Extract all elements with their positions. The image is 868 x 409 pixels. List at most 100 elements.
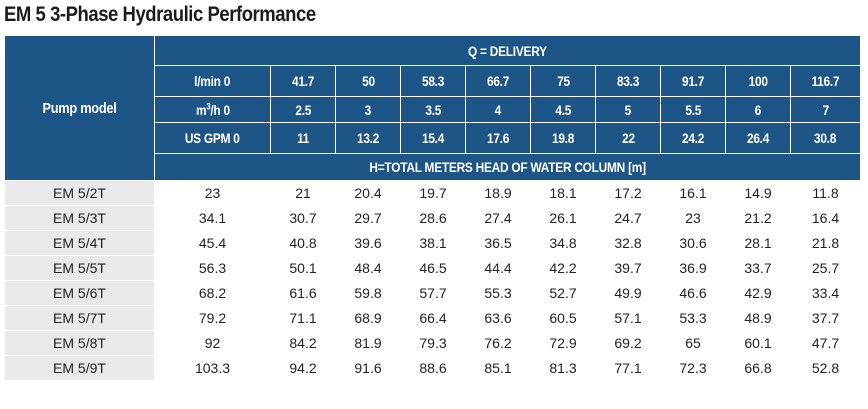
head-value-cell: 79.2 <box>154 305 271 331</box>
head-value-cell: 23 <box>660 205 726 231</box>
head-value-cell: 32.8 <box>595 230 661 256</box>
head-value-cell: 18.1 <box>530 180 596 206</box>
delivery-value: 5.5 <box>660 96 726 123</box>
delivery-value: 15.4 <box>400 122 466 154</box>
head-value-cell: 52.7 <box>530 280 596 306</box>
head-value-cell: 36.5 <box>465 230 531 256</box>
table-row: EM 5/6T 68.2 61.6 59.8 57.7 55.3 52.7 49.9 46.6 4… <box>4 280 861 306</box>
pump-model-header: Pump model <box>4 35 155 181</box>
head-value-cell: 55.3 <box>465 280 531 306</box>
delivery-header: Q = DELIVERY <box>154 35 861 66</box>
head-value-cell: 48.9 <box>725 305 791 331</box>
delivery-value: 13.2 <box>335 122 401 154</box>
delivery-value: 91.7 <box>660 65 726 97</box>
head-value-cell: 14.9 <box>725 180 791 206</box>
head-value-cell: 61.6 <box>270 280 336 306</box>
head-value-cell: 65 <box>660 330 726 356</box>
table-row: EM 5/9T 103.3 94.2 91.6 88.6 85.1 81.3 77.1 72.3… <box>4 355 861 381</box>
head-value-cell: 49.9 <box>595 280 661 306</box>
table-row: EM 5/7T 79.2 71.1 68.9 66.4 63.6 60.5 57.1 53.3 4… <box>4 305 861 331</box>
head-value-cell: 33.4 <box>790 280 861 306</box>
delivery-value: 11 <box>270 122 336 154</box>
delivery-value: 19.8 <box>530 122 596 154</box>
head-value-cell: 16.1 <box>660 180 726 206</box>
head-value-cell: 28.6 <box>400 205 466 231</box>
head-value-cell: 79.3 <box>400 330 466 356</box>
delivery-value: 22 <box>595 122 661 154</box>
delivery-value: 30.8 <box>790 122 861 154</box>
performance-table: Pump model Q = DELIVERY l/min 0 41.7 50 … <box>4 35 861 381</box>
head-value-cell: 18.9 <box>465 180 531 206</box>
head-value-cell: 94.2 <box>270 355 336 381</box>
head-value-cell: 42.9 <box>725 280 791 306</box>
unit-label: US GPM 0 <box>154 122 271 154</box>
table-row: EM 5/5T 56.3 50.1 48.4 46.5 44.4 42.2 39.7 36.9 3… <box>4 255 861 281</box>
head-value-cell: 45.4 <box>154 230 271 256</box>
head-value-cell: 47.7 <box>790 330 861 356</box>
table-row: EM 5/2T 23 21 20.4 19.7 18.9 18.1 17.2 16.1 14.9 1… <box>4 180 861 206</box>
delivery-value: 5 <box>595 96 661 123</box>
pump-model-cell: EM 5/6T <box>4 280 155 306</box>
head-value-cell: 68.2 <box>154 280 271 306</box>
head-value-cell: 46.5 <box>400 255 466 281</box>
delivery-value: 24.2 <box>660 122 726 154</box>
head-value-cell: 85.1 <box>465 355 531 381</box>
table-row: EM 5/3T 34.1 30.7 29.7 28.6 27.4 26.1 24.7 23 21.… <box>4 205 861 231</box>
pump-model-cell: EM 5/4T <box>4 230 155 256</box>
head-value-cell: 30.7 <box>270 205 336 231</box>
delivery-value: 66.7 <box>465 65 531 97</box>
head-value-cell: 26.1 <box>530 205 596 231</box>
head-value-cell: 34.8 <box>530 230 596 256</box>
head-value-cell: 29.7 <box>335 205 401 231</box>
head-value-cell: 46.6 <box>660 280 726 306</box>
head-value-cell: 84.2 <box>270 330 336 356</box>
head-value-cell: 63.6 <box>465 305 531 331</box>
pump-model-cell: EM 5/5T <box>4 255 155 281</box>
head-value-cell: 39.6 <box>335 230 401 256</box>
delivery-value: 2.5 <box>270 96 336 123</box>
head-value-cell: 76.2 <box>465 330 531 356</box>
page-title: EM 5 3-Phase Hydraulic Performance <box>4 3 316 26</box>
delivery-value: 7 <box>790 96 861 123</box>
head-value-cell: 92 <box>154 330 271 356</box>
head-value-cell: 34.1 <box>154 205 271 231</box>
delivery-value: 6 <box>725 96 791 123</box>
table-row: EM 5/4T 45.4 40.8 39.6 38.1 36.5 34.8 32.8 30.6 2… <box>4 230 861 256</box>
head-value-cell: 21.2 <box>725 205 791 231</box>
head-value-cell: 11.8 <box>790 180 861 206</box>
head-value-cell: 81.3 <box>530 355 596 381</box>
head-value-cell: 91.6 <box>335 355 401 381</box>
head-value-cell: 19.7 <box>400 180 466 206</box>
delivery-value: 4 <box>465 96 531 123</box>
head-value-cell: 28.1 <box>725 230 791 256</box>
head-value-cell: 68.9 <box>335 305 401 331</box>
delivery-value: 4.5 <box>530 96 596 123</box>
delivery-value: 83.3 <box>595 65 661 97</box>
delivery-value: 116.7 <box>790 65 861 97</box>
head-value-cell: 17.2 <box>595 180 661 206</box>
delivery-value: 26.4 <box>725 122 791 154</box>
head-value-cell: 48.4 <box>335 255 401 281</box>
delivery-value: 3.5 <box>400 96 466 123</box>
head-value-cell: 52.8 <box>790 355 861 381</box>
head-value-cell: 44.4 <box>465 255 531 281</box>
head-value-cell: 60.1 <box>725 330 791 356</box>
head-value-cell: 21 <box>270 180 336 206</box>
head-value-cell: 59.8 <box>335 280 401 306</box>
head-value-cell: 39.7 <box>595 255 661 281</box>
pump-model-cell: EM 5/2T <box>4 180 155 206</box>
delivery-value: 50 <box>335 65 401 97</box>
pump-model-cell: EM 5/9T <box>4 355 155 381</box>
head-value-cell: 57.1 <box>595 305 661 331</box>
delivery-value: 41.7 <box>270 65 336 97</box>
head-value-cell: 20.4 <box>335 180 401 206</box>
pump-model-cell: EM 5/3T <box>4 205 155 231</box>
delivery-value: 100 <box>725 65 791 97</box>
unit-label: l/min 0 <box>154 65 271 97</box>
delivery-value: 3 <box>335 96 401 123</box>
head-value-cell: 37.7 <box>790 305 861 331</box>
head-value-cell: 72.3 <box>660 355 726 381</box>
head-value-cell: 38.1 <box>400 230 466 256</box>
head-value-cell: 33.7 <box>725 255 791 281</box>
head-value-cell: 57.7 <box>400 280 466 306</box>
